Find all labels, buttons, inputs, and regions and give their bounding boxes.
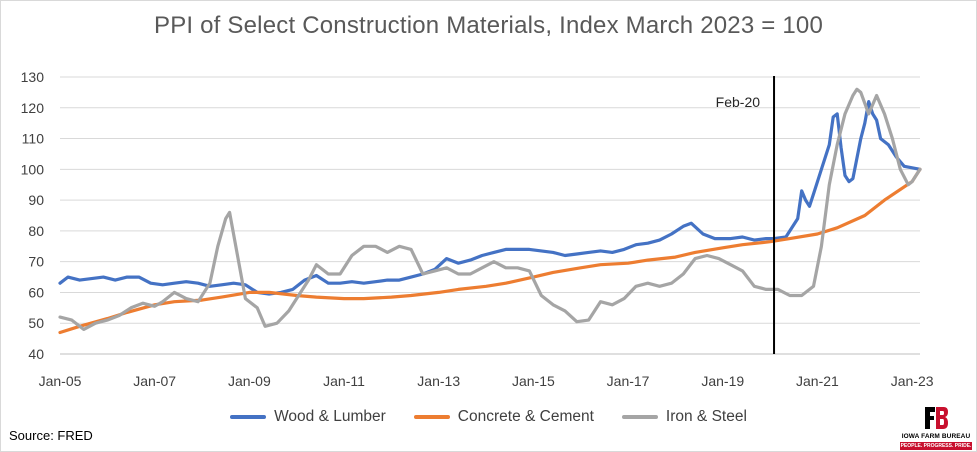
logo-name: IOWA FARM BUREAU bbox=[901, 433, 971, 440]
x-tick-label: Jan-15 bbox=[512, 373, 555, 389]
legend-label-iron-steel: Iron & Steel bbox=[665, 408, 747, 425]
x-tick-label: Jan-21 bbox=[796, 373, 839, 389]
x-tick-label: Jan-13 bbox=[417, 373, 460, 389]
x-tick-label: Jan-19 bbox=[701, 373, 744, 389]
y-tick-label: 50 bbox=[28, 315, 44, 331]
x-tick-label: Jan-07 bbox=[133, 373, 176, 389]
y-tick-label: 80 bbox=[28, 223, 44, 239]
x-tick-label: Jan-17 bbox=[607, 373, 650, 389]
feb-20-annotation-label: Feb-20 bbox=[716, 94, 761, 110]
y-tick-label: 100 bbox=[21, 161, 45, 177]
chart-title: PPI of Select Construction Materials, In… bbox=[153, 12, 823, 39]
y-tick-label: 90 bbox=[28, 192, 44, 208]
chart-legend: Wood & Lumber Concrete & Cement Iron & S… bbox=[0, 408, 977, 426]
legend-label-concrete-cement: Concrete & Cement bbox=[457, 408, 594, 425]
x-tick-label: Jan-11 bbox=[323, 373, 365, 389]
legend-swatch-iron-steel bbox=[621, 415, 658, 419]
legend-swatch-concrete-cement bbox=[413, 415, 450, 419]
source-note: Source: FRED bbox=[9, 428, 93, 443]
farm-bureau-logo-icon bbox=[922, 404, 950, 432]
legend-swatch-wood-lumber bbox=[230, 415, 267, 419]
x-tick-label: Jan-09 bbox=[228, 373, 271, 389]
legend-item-iron-steel: Iron & Steel bbox=[621, 408, 747, 426]
series-line-iron-steel bbox=[58, 87, 922, 331]
x-tick-label: Jan-05 bbox=[39, 373, 82, 389]
legend-item-concrete-cement: Concrete & Cement bbox=[413, 408, 594, 426]
y-tick-label: 120 bbox=[21, 100, 45, 116]
iowa-farm-bureau-logo: IOWA FARM BUREAU PEOPLE. PROGRESS. PRIDE… bbox=[898, 404, 974, 450]
logo-tagline: PEOPLE. PROGRESS. PRIDE. bbox=[900, 442, 972, 450]
y-tick-label: 130 bbox=[21, 69, 45, 85]
y-tick-label: 60 bbox=[28, 284, 44, 300]
y-tick-label: 40 bbox=[28, 346, 44, 362]
y-tick-label: 110 bbox=[22, 131, 45, 147]
legend-label-wood-lumber: Wood & Lumber bbox=[274, 408, 386, 425]
series-line-concrete-cement bbox=[58, 167, 922, 335]
y-tick-label: 70 bbox=[28, 254, 44, 270]
legend-item-wood-lumber: Wood & Lumber bbox=[230, 408, 386, 426]
x-tick-label: Jan-23 bbox=[891, 373, 934, 389]
